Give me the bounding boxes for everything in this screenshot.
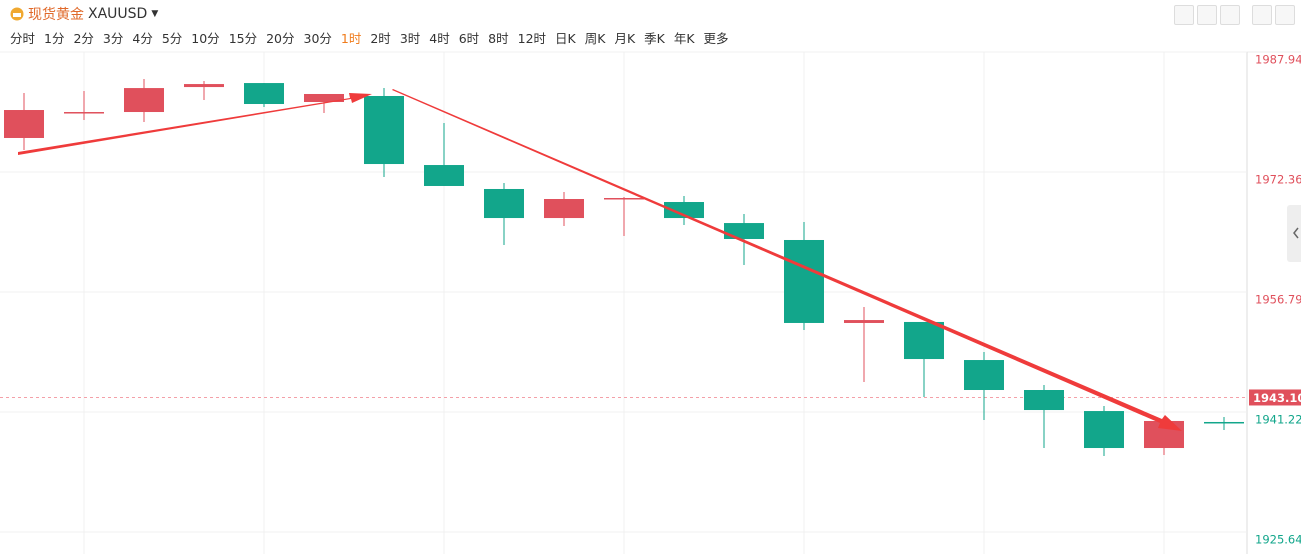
candle-body xyxy=(1024,390,1064,411)
period-tab[interactable]: 年K xyxy=(673,31,695,46)
candle-body xyxy=(304,93,344,103)
period-tab[interactable]: 月K xyxy=(614,31,636,46)
period-tab[interactable]: 2时 xyxy=(370,31,391,46)
period-tab[interactable]: 分时 xyxy=(10,31,36,46)
candle-body xyxy=(904,321,944,360)
period-tab[interactable]: 1分 xyxy=(44,31,65,46)
up-arrow xyxy=(18,93,372,155)
current-price-box xyxy=(1249,389,1301,406)
candles xyxy=(4,79,1244,457)
period-tab[interactable]: 30分 xyxy=(303,31,332,46)
period-tab[interactable]: 2分 xyxy=(73,31,94,46)
period-tab[interactable]: 5分 xyxy=(161,31,183,46)
period-tab[interactable]: 1时 xyxy=(340,31,362,46)
y-tick-label: 1956.79 xyxy=(1255,293,1301,307)
header: 现货黄金 XAUUSD ▼ 分时 1分 2分 3分 4分 5分 10分 15分 20分 30分 1时… xyxy=(0,0,1301,52)
candle-body xyxy=(244,83,284,105)
period-tab[interactable]: 周K xyxy=(584,31,606,46)
period-tab[interactable]: 更多 xyxy=(703,31,729,46)
candle-body xyxy=(964,360,1004,391)
candle-body xyxy=(1204,421,1244,424)
candle-body xyxy=(544,199,584,219)
instrument-symbol: XAUUSD xyxy=(88,6,148,22)
period-tab[interactable]: 8时 xyxy=(488,31,509,46)
trend-arrows xyxy=(18,89,1182,431)
period-tab[interactable]: 4时 xyxy=(429,31,450,46)
period-tab[interactable]: 4分 xyxy=(132,31,153,46)
candle-body xyxy=(184,84,224,88)
period-tab[interactable]: 15分 xyxy=(228,31,258,46)
candle-body xyxy=(424,165,464,186)
candle-body xyxy=(604,198,644,200)
candle-body xyxy=(1084,411,1124,449)
candle-body xyxy=(484,188,524,219)
current-price-label: 1943.10 xyxy=(1253,391,1301,405)
indicator-button[interactable] xyxy=(1220,5,1240,25)
y-tick-label: 1925.64 xyxy=(1255,533,1301,547)
candle-body xyxy=(124,88,164,113)
side-collapse-icon xyxy=(1293,227,1299,239)
candle-body xyxy=(844,320,884,323)
dropdown-caret: ▼ xyxy=(151,9,159,19)
period-tab[interactable]: 季K xyxy=(644,31,665,46)
fullscreen-button[interactable] xyxy=(1252,5,1272,25)
period-tab[interactable]: 3分 xyxy=(102,31,124,46)
down-arrow xyxy=(392,89,1182,431)
candle-body xyxy=(364,95,404,165)
y-tick-label: 1972.36 xyxy=(1255,173,1301,187)
price-axis: 1987.94 1972.36 1956.79 1941.22 1925.64 1943.… xyxy=(1249,53,1301,547)
chart-type-button[interactable] xyxy=(1174,5,1194,25)
period-tab[interactable]: 20分 xyxy=(266,31,295,46)
candle-body xyxy=(4,110,44,138)
vertical-grid xyxy=(83,52,1165,554)
close-button[interactable] xyxy=(1275,5,1295,25)
period-tab[interactable]: 3时 xyxy=(399,31,421,46)
period-tab[interactable]: 日K xyxy=(555,31,576,46)
period-tab[interactable]: 6时 xyxy=(458,31,480,46)
candle-body xyxy=(784,239,824,323)
y-tick-label: 1987.94 xyxy=(1255,53,1301,67)
candle-body xyxy=(64,112,104,114)
instrument[interactable]: 现货黄金 XAUUSD ▼ xyxy=(10,4,158,24)
draw-button[interactable] xyxy=(1197,5,1217,25)
candle-body xyxy=(724,223,764,239)
period-tab[interactable]: 10分 xyxy=(191,31,220,46)
period-tabs: 分时 1分 2分 3分 4分 5分 10分 15分 20分 30分 1时 2时 3时 4时 6时 8时 12时日… xyxy=(10,28,729,47)
y-tick-label: 1941.22 xyxy=(1255,412,1301,426)
period-tab[interactable]: 12时 xyxy=(517,31,547,46)
instrument-name: 现货黄金 xyxy=(28,7,84,23)
candle-body xyxy=(664,202,704,219)
gold-icon xyxy=(10,7,24,21)
